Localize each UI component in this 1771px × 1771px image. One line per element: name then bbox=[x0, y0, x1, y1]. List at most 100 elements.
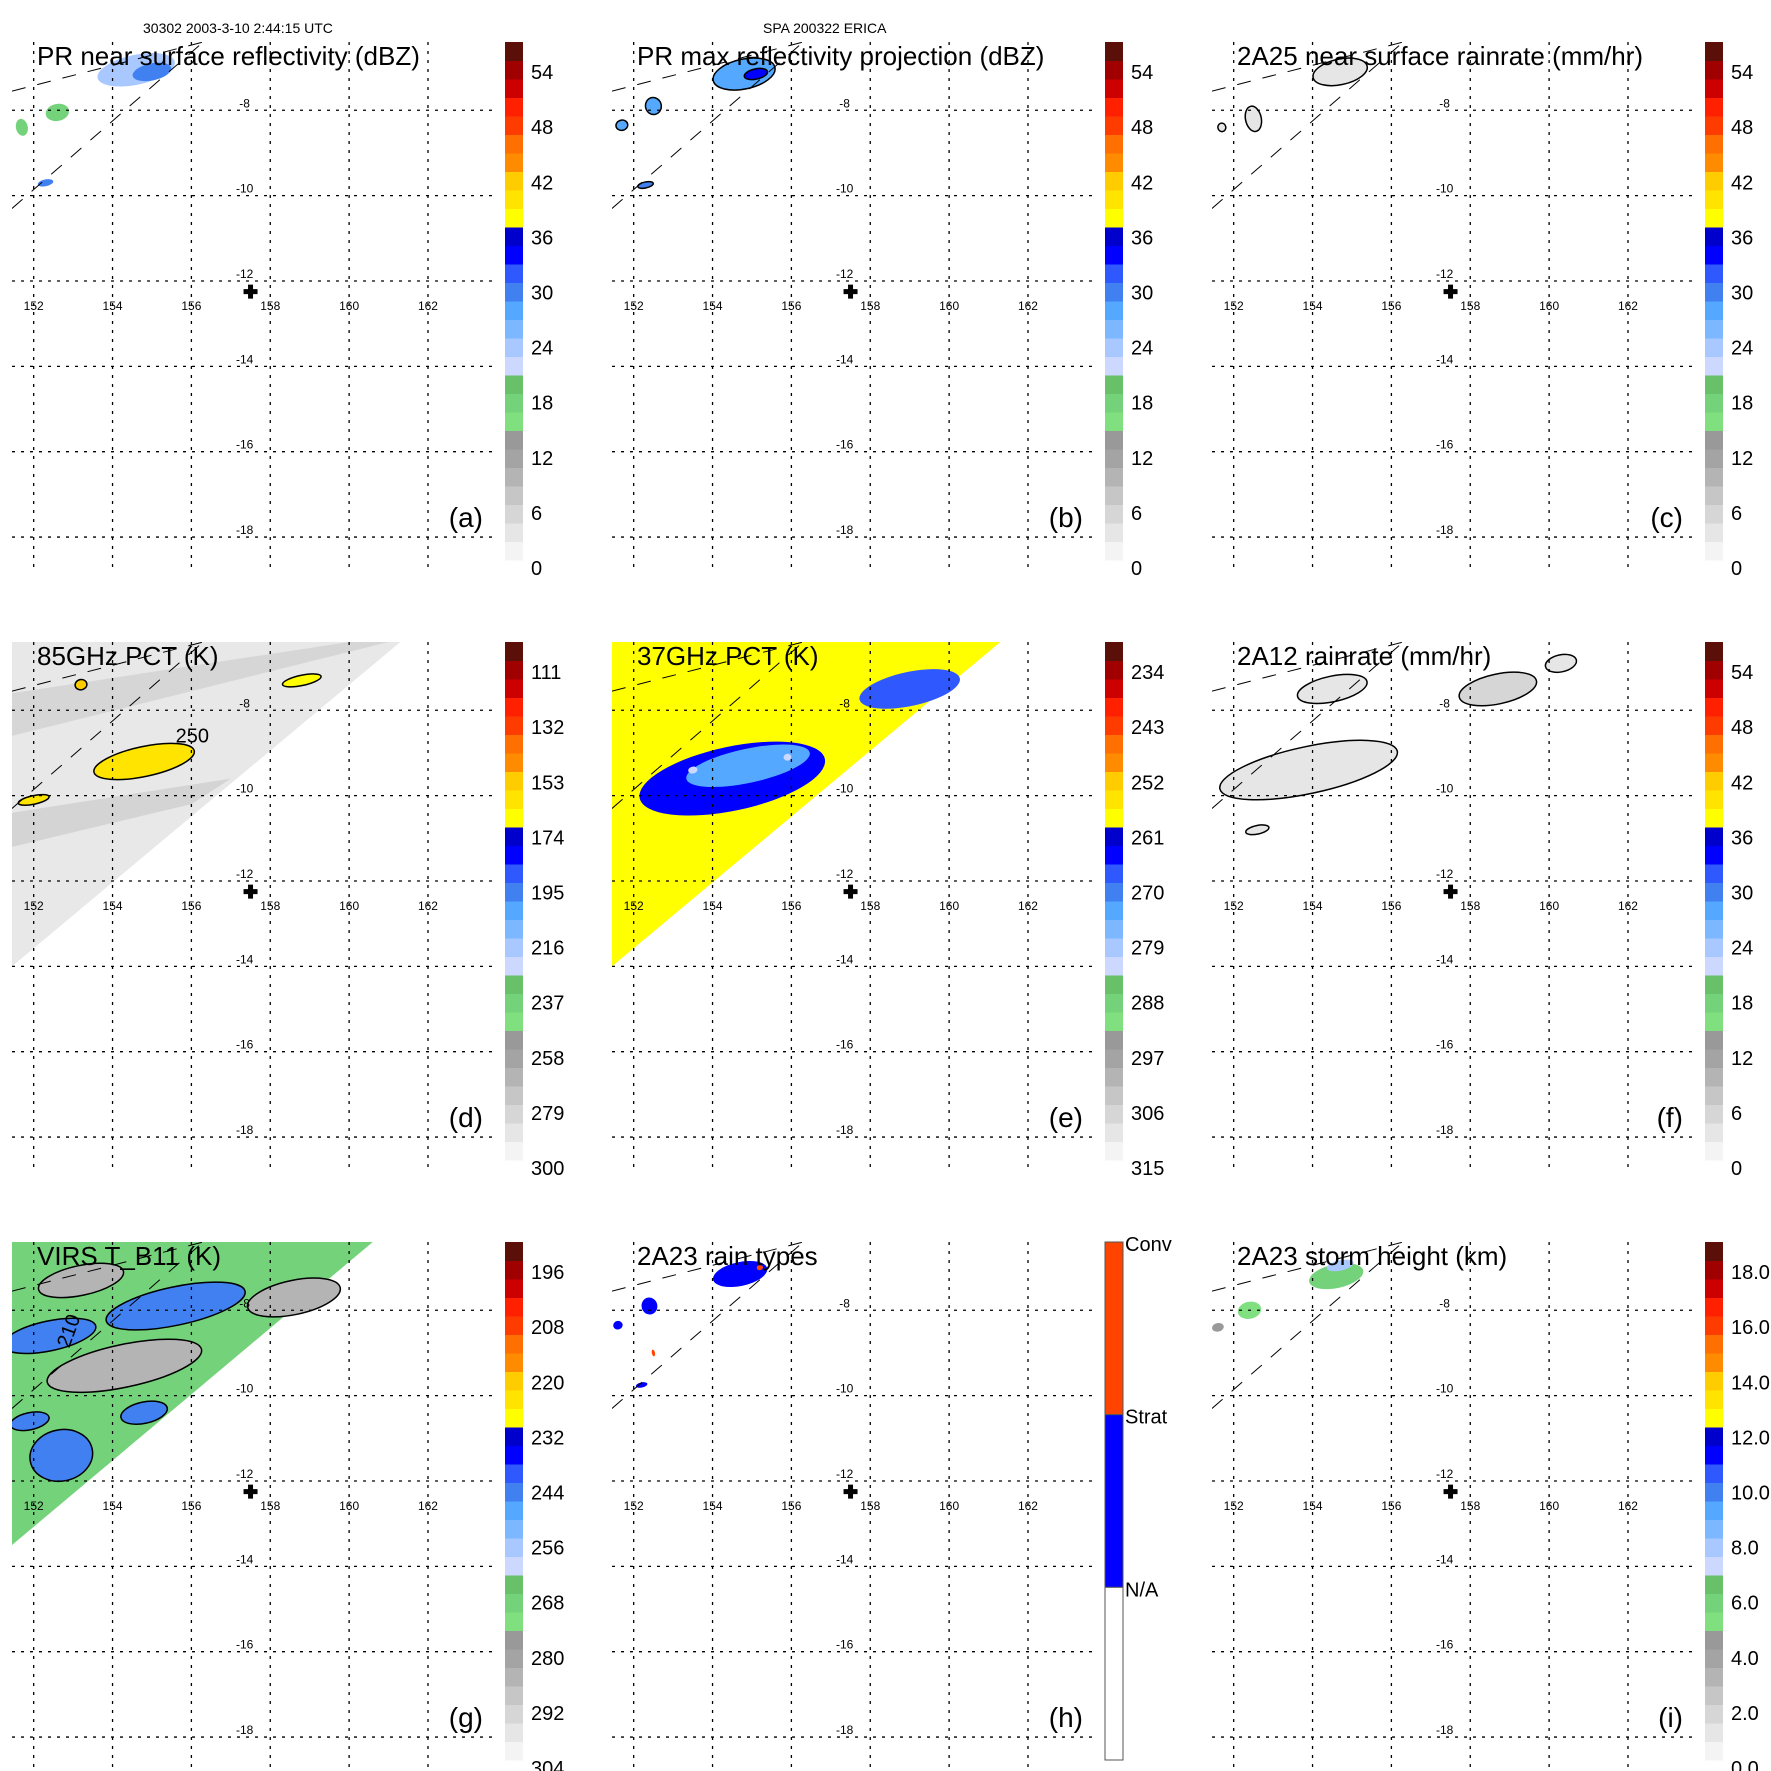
colorbar-step bbox=[1705, 1667, 1723, 1687]
colorbar-step bbox=[505, 1686, 523, 1705]
colorbar-step bbox=[1705, 864, 1723, 883]
lon-tick-label: 162 bbox=[418, 899, 438, 913]
precip-feature bbox=[1219, 739, 1399, 801]
colorbar: 111 132 153 174 195 216 237 258 279 300 bbox=[505, 642, 564, 1180]
colorbar-step bbox=[1705, 301, 1723, 320]
colorbar-step bbox=[1705, 1371, 1723, 1391]
pr-swath-edge bbox=[1212, 42, 1404, 209]
colorbar-step bbox=[505, 679, 523, 698]
precip-feature bbox=[743, 67, 769, 81]
precip-feature bbox=[713, 1260, 768, 1288]
colorbar-step bbox=[505, 1464, 523, 1483]
colorbar-label: 279 bbox=[531, 1103, 564, 1125]
colorbar-step bbox=[505, 642, 523, 661]
colorbar-step bbox=[1705, 1427, 1723, 1446]
colorbar-step bbox=[505, 190, 523, 209]
colorbar-step bbox=[1705, 97, 1723, 117]
colorbar-step bbox=[505, 1741, 523, 1761]
colorbar-step bbox=[505, 1408, 523, 1428]
colorbar-step bbox=[1705, 245, 1723, 265]
colorbar-step bbox=[1705, 975, 1723, 994]
colorbar-step bbox=[1105, 697, 1123, 717]
colorbar-step bbox=[1105, 827, 1123, 846]
colorbar-label: 54 bbox=[1131, 62, 1153, 84]
colorbar-step bbox=[1705, 827, 1723, 846]
colorbar-step bbox=[505, 486, 523, 505]
colorbar-label: 2.0 bbox=[1731, 1703, 1759, 1725]
colorbar-label: 48 bbox=[1731, 117, 1753, 139]
colorbar-step bbox=[1705, 1390, 1723, 1409]
colorbar-step bbox=[1705, 993, 1723, 1013]
pr-swath-edge bbox=[12, 1242, 204, 1292]
lat-tick-label: -18 bbox=[236, 1723, 254, 1737]
lat-tick-label: -18 bbox=[836, 523, 854, 537]
colorbar-step bbox=[505, 697, 523, 717]
colorbar-step bbox=[505, 716, 523, 735]
panel-label: (a) bbox=[449, 502, 483, 533]
lon-tick-label: 152 bbox=[24, 899, 44, 913]
colorbar-label: 18 bbox=[1731, 993, 1753, 1015]
colorbar-step bbox=[1705, 264, 1723, 283]
pr-swath-edge bbox=[1212, 42, 1404, 92]
colorbar-step bbox=[1705, 679, 1723, 698]
colorbar-step bbox=[1705, 1556, 1723, 1576]
data-layer bbox=[612, 642, 1001, 967]
precip-feature bbox=[1244, 824, 1270, 836]
colorbar-step bbox=[1705, 1279, 1723, 1298]
colorbar-label: 208 bbox=[531, 1317, 564, 1339]
panel-title: VIRS T_B11 (K) bbox=[37, 1241, 221, 1271]
pr-swath-edge bbox=[612, 42, 804, 209]
lat-tick-label: -10 bbox=[1436, 1382, 1454, 1396]
lon-tick-label: 156 bbox=[781, 1499, 801, 1513]
colorbar-step bbox=[505, 1427, 523, 1446]
colorbar-step bbox=[1105, 1012, 1123, 1031]
lat-tick-label: -10 bbox=[836, 1382, 854, 1396]
lat-tick-label: -16 bbox=[236, 438, 254, 452]
colorbar-step bbox=[1105, 393, 1123, 413]
colorbar-label: 174 bbox=[531, 827, 564, 849]
colorbar-label: Strat bbox=[1125, 1407, 1168, 1429]
colorbar-step bbox=[505, 227, 523, 246]
colorbar-step bbox=[505, 356, 523, 376]
colorbar-label: 232 bbox=[531, 1427, 564, 1449]
colorbar-step bbox=[505, 1667, 523, 1687]
precip-feature bbox=[74, 678, 88, 691]
lat-tick-label: -14 bbox=[1436, 352, 1454, 366]
colorbar-step bbox=[1705, 1260, 1723, 1280]
lat-tick-label: -16 bbox=[236, 1638, 254, 1652]
colorbar-step bbox=[1705, 1067, 1723, 1087]
storm-center-cross-icon bbox=[1443, 284, 1458, 299]
colorbar-step bbox=[505, 1012, 523, 1031]
colorbar-step bbox=[1105, 282, 1123, 302]
colorbar-label: 36 bbox=[1731, 227, 1753, 249]
colorbar-step bbox=[1705, 938, 1723, 957]
colorbar-step bbox=[1705, 734, 1723, 754]
colorbar-label: 288 bbox=[1131, 993, 1164, 1015]
colorbar-label: 36 bbox=[1731, 827, 1753, 849]
panel-title: PR max reflectivity projection (dBZ) bbox=[637, 41, 1044, 71]
pr-swath-edge bbox=[12, 1242, 204, 1409]
pr-swath-edge bbox=[1212, 1242, 1404, 1409]
colorbar-step bbox=[1705, 1686, 1723, 1705]
colorbar-step bbox=[505, 134, 523, 154]
colorbar-step bbox=[505, 1723, 523, 1742]
colorbar-step bbox=[505, 938, 523, 957]
colorbar-step bbox=[505, 1612, 523, 1631]
lat-tick-label: -12 bbox=[836, 1467, 854, 1481]
colorbar-step bbox=[1105, 734, 1123, 754]
colorbar-label: 36 bbox=[1131, 227, 1153, 249]
colorbar-step bbox=[1105, 356, 1123, 376]
colorbar-label: 244 bbox=[531, 1482, 564, 1504]
precip-feature bbox=[635, 1382, 648, 1388]
colorbar-step bbox=[1105, 642, 1123, 661]
colorbar-step bbox=[1705, 1593, 1723, 1613]
colorbar-step bbox=[1105, 97, 1123, 117]
colorbar-step bbox=[1105, 486, 1123, 505]
panel-label: (g) bbox=[449, 1702, 483, 1733]
colorbar-step bbox=[1705, 1086, 1723, 1105]
colorbar: Conv Strat N/A bbox=[1104, 1234, 1172, 1761]
colorbar-step bbox=[505, 845, 523, 865]
colorbar-swatch-na bbox=[1104, 1586, 1124, 1761]
panel-title: 37GHz PCT (K) bbox=[637, 641, 819, 671]
